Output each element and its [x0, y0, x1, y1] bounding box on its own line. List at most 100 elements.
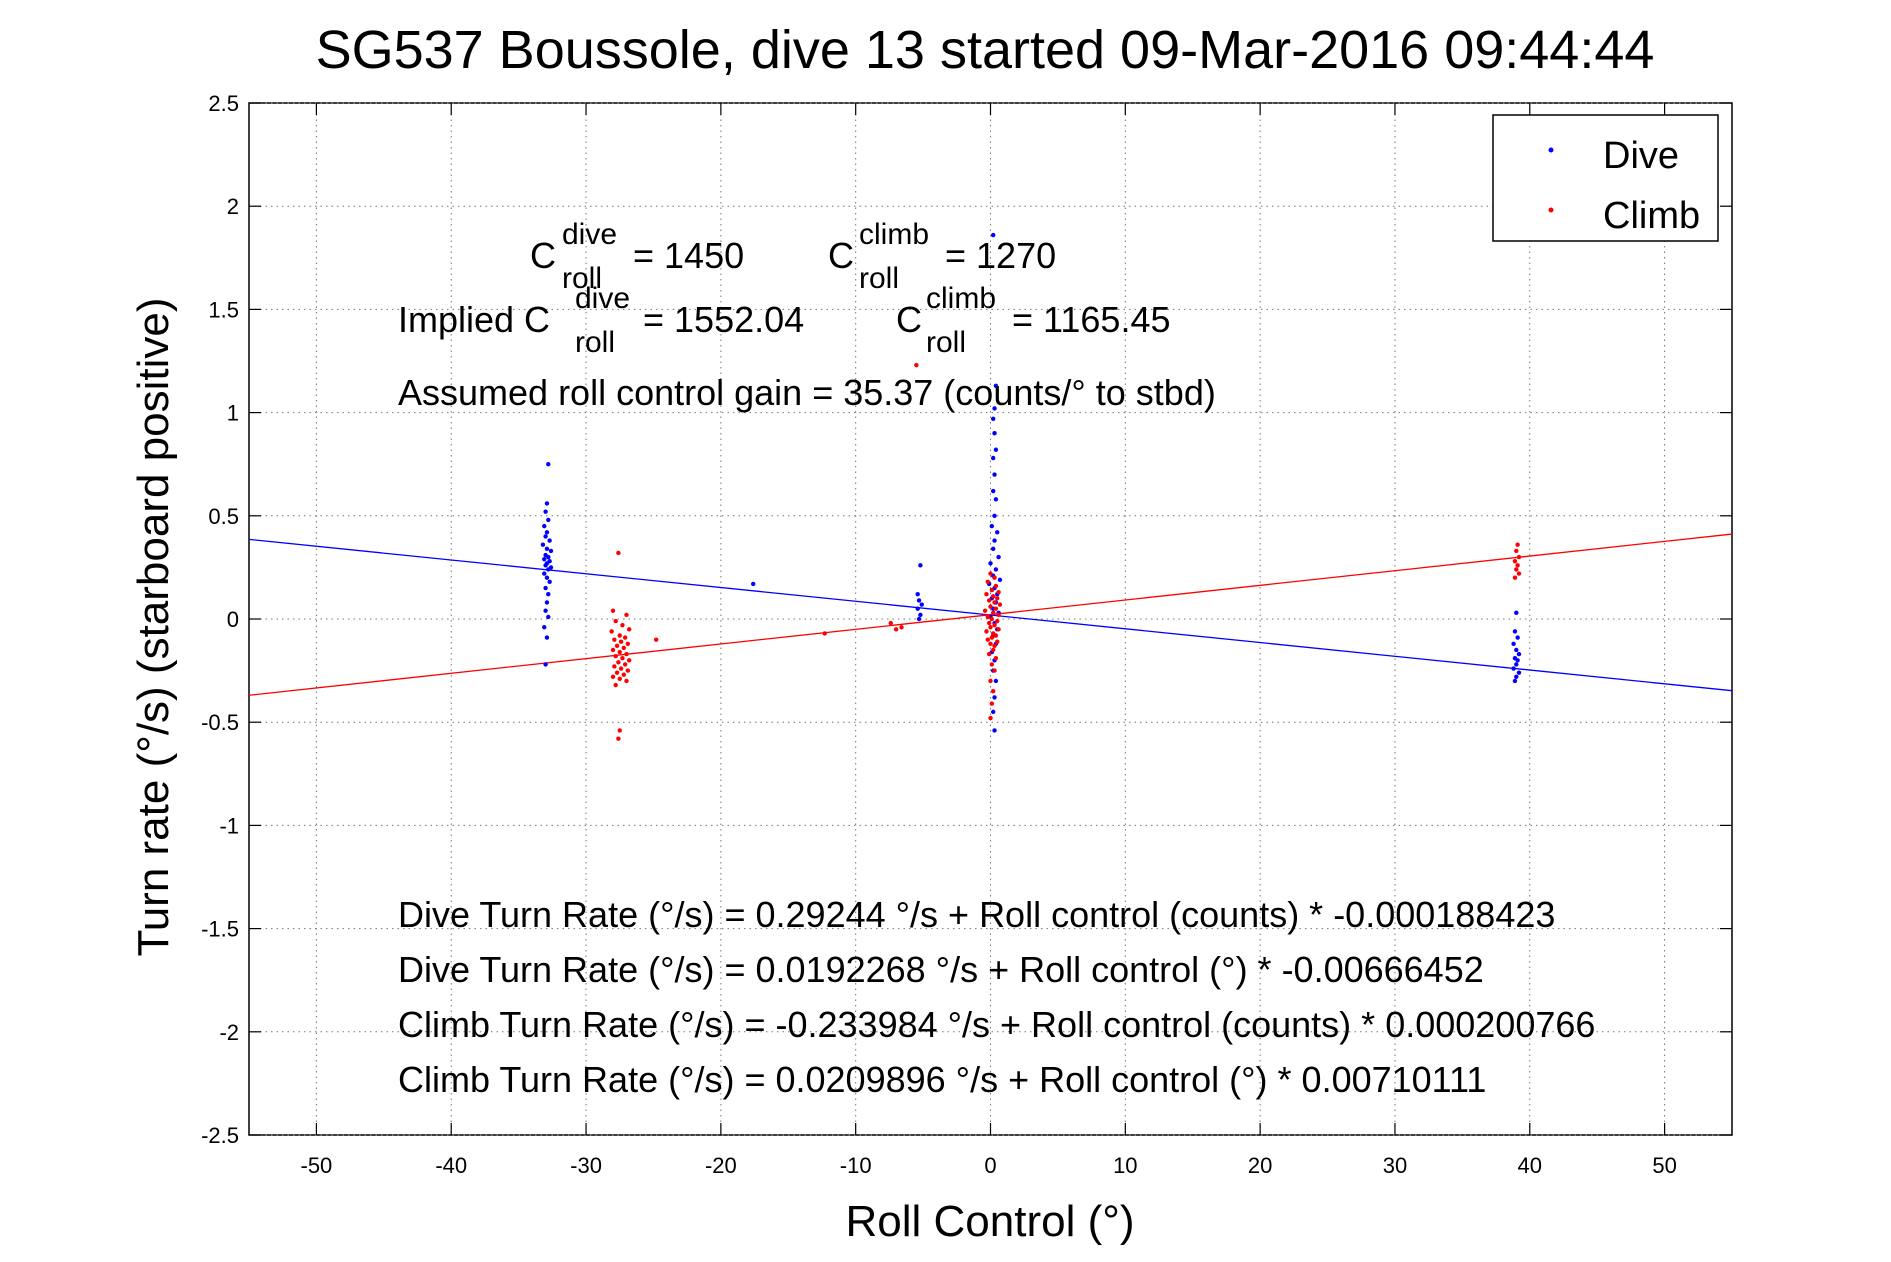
climb-point — [1515, 563, 1520, 568]
climb-fit-line — [248, 533, 1733, 696]
climb-point — [888, 620, 893, 626]
dive-point — [988, 561, 993, 566]
c-climb-sup: climb — [859, 218, 929, 251]
dive-point — [919, 602, 924, 607]
dive-point — [751, 581, 756, 587]
y-tick-label: 1 — [227, 401, 239, 426]
dive-point — [540, 542, 546, 547]
y-tick-label: 0.5 — [208, 504, 239, 529]
x-tick-label: 40 — [1518, 1153, 1542, 1178]
dive-point — [997, 577, 1003, 582]
dive-point — [990, 232, 996, 238]
dive-point — [1514, 662, 1519, 667]
climb-point — [899, 625, 904, 630]
dive-point — [992, 695, 997, 700]
climb-point — [996, 589, 1001, 595]
climb-point — [1512, 575, 1518, 580]
c-climb-value: = 1270 — [945, 235, 1056, 276]
climb-point — [989, 701, 995, 706]
legend-climb-marker — [1548, 207, 1554, 213]
c-climb-main: C — [828, 235, 854, 276]
climb-point — [625, 668, 631, 673]
climb-point — [985, 579, 991, 585]
y-tick-label: 1.5 — [208, 297, 239, 322]
climb-point — [992, 643, 997, 649]
x-tick-label: 30 — [1383, 1153, 1407, 1178]
climb-point — [624, 612, 629, 618]
x-tick-label: 10 — [1113, 1153, 1137, 1178]
climb-point — [618, 639, 624, 644]
climb-point — [988, 625, 993, 630]
dive-point — [990, 709, 996, 715]
dive-point — [990, 416, 996, 421]
dive-point — [547, 579, 552, 585]
climb-point — [624, 651, 629, 657]
climb-point — [990, 610, 996, 616]
c-dive-sub: roll — [562, 262, 602, 295]
x-tick-label: -40 — [435, 1153, 467, 1178]
dive-point — [992, 472, 997, 477]
axis-ticks — [249, 102, 1732, 1136]
implied-climb-main: C — [896, 299, 922, 340]
dive-point — [1514, 674, 1519, 679]
x-tick-label: 20 — [1248, 1153, 1272, 1178]
dive-point — [993, 447, 999, 452]
climb-point — [997, 602, 1003, 607]
dive-point — [542, 523, 547, 529]
climb-point — [625, 641, 631, 646]
legend-box — [1492, 114, 1719, 242]
climb-point — [612, 637, 617, 642]
implied-dive-sub: roll — [575, 326, 615, 359]
climb-point — [893, 627, 899, 632]
climb-point — [616, 550, 621, 556]
x-tick-label: -30 — [570, 1153, 602, 1178]
y-tick-label: -2 — [219, 1020, 239, 1045]
climb-point — [988, 641, 993, 646]
dive-point — [1511, 641, 1516, 646]
climb-point — [990, 647, 996, 653]
climb-point — [1514, 567, 1519, 572]
dive-point — [1512, 629, 1518, 634]
climb-point — [653, 637, 659, 642]
climb-point — [1516, 571, 1522, 576]
dive-point — [993, 497, 999, 502]
c-climb-sub: roll — [859, 262, 899, 295]
climb-point — [985, 614, 991, 620]
equation-dive-degrees: Dive Turn Rate (°/s) = 0.0192268 °/s + R… — [398, 949, 1484, 990]
climb-point — [995, 618, 1000, 624]
climb-point — [985, 637, 991, 642]
climb-point — [990, 689, 996, 694]
climb-point — [1516, 554, 1522, 560]
dive-point — [996, 554, 1001, 560]
climb-point — [610, 674, 616, 679]
dive-point — [1512, 678, 1518, 684]
x-tick-label: 50 — [1652, 1153, 1676, 1178]
dive-point — [990, 455, 996, 461]
x-tick-label: -50 — [301, 1153, 333, 1178]
dive-point — [993, 678, 999, 684]
climb-point — [624, 678, 629, 684]
climb-point — [986, 651, 992, 657]
dive-point — [546, 462, 551, 467]
dive-point — [546, 554, 551, 560]
dive-point — [1511, 666, 1516, 671]
climb-point — [617, 676, 622, 682]
y-tick-label: -1.5 — [201, 917, 239, 942]
dive-point — [546, 517, 551, 523]
climb-point — [610, 608, 616, 613]
y-tick-labels: 2.5 2 1.5 1 0.5 0 -0.5 -1 -1.5 -2 -2.5 — [201, 91, 239, 1148]
climb-point — [620, 656, 625, 661]
climb-point — [992, 575, 997, 580]
dive-point — [1515, 635, 1520, 640]
climb-point — [616, 660, 621, 665]
climb-point — [620, 622, 625, 628]
dive-point — [992, 431, 997, 436]
dive-point — [1514, 610, 1519, 616]
climb-point — [617, 728, 622, 733]
dive-point — [918, 612, 923, 618]
dive-point — [543, 608, 548, 613]
dive-point — [542, 625, 547, 630]
climb-point — [992, 668, 997, 673]
climb-point — [989, 662, 995, 667]
